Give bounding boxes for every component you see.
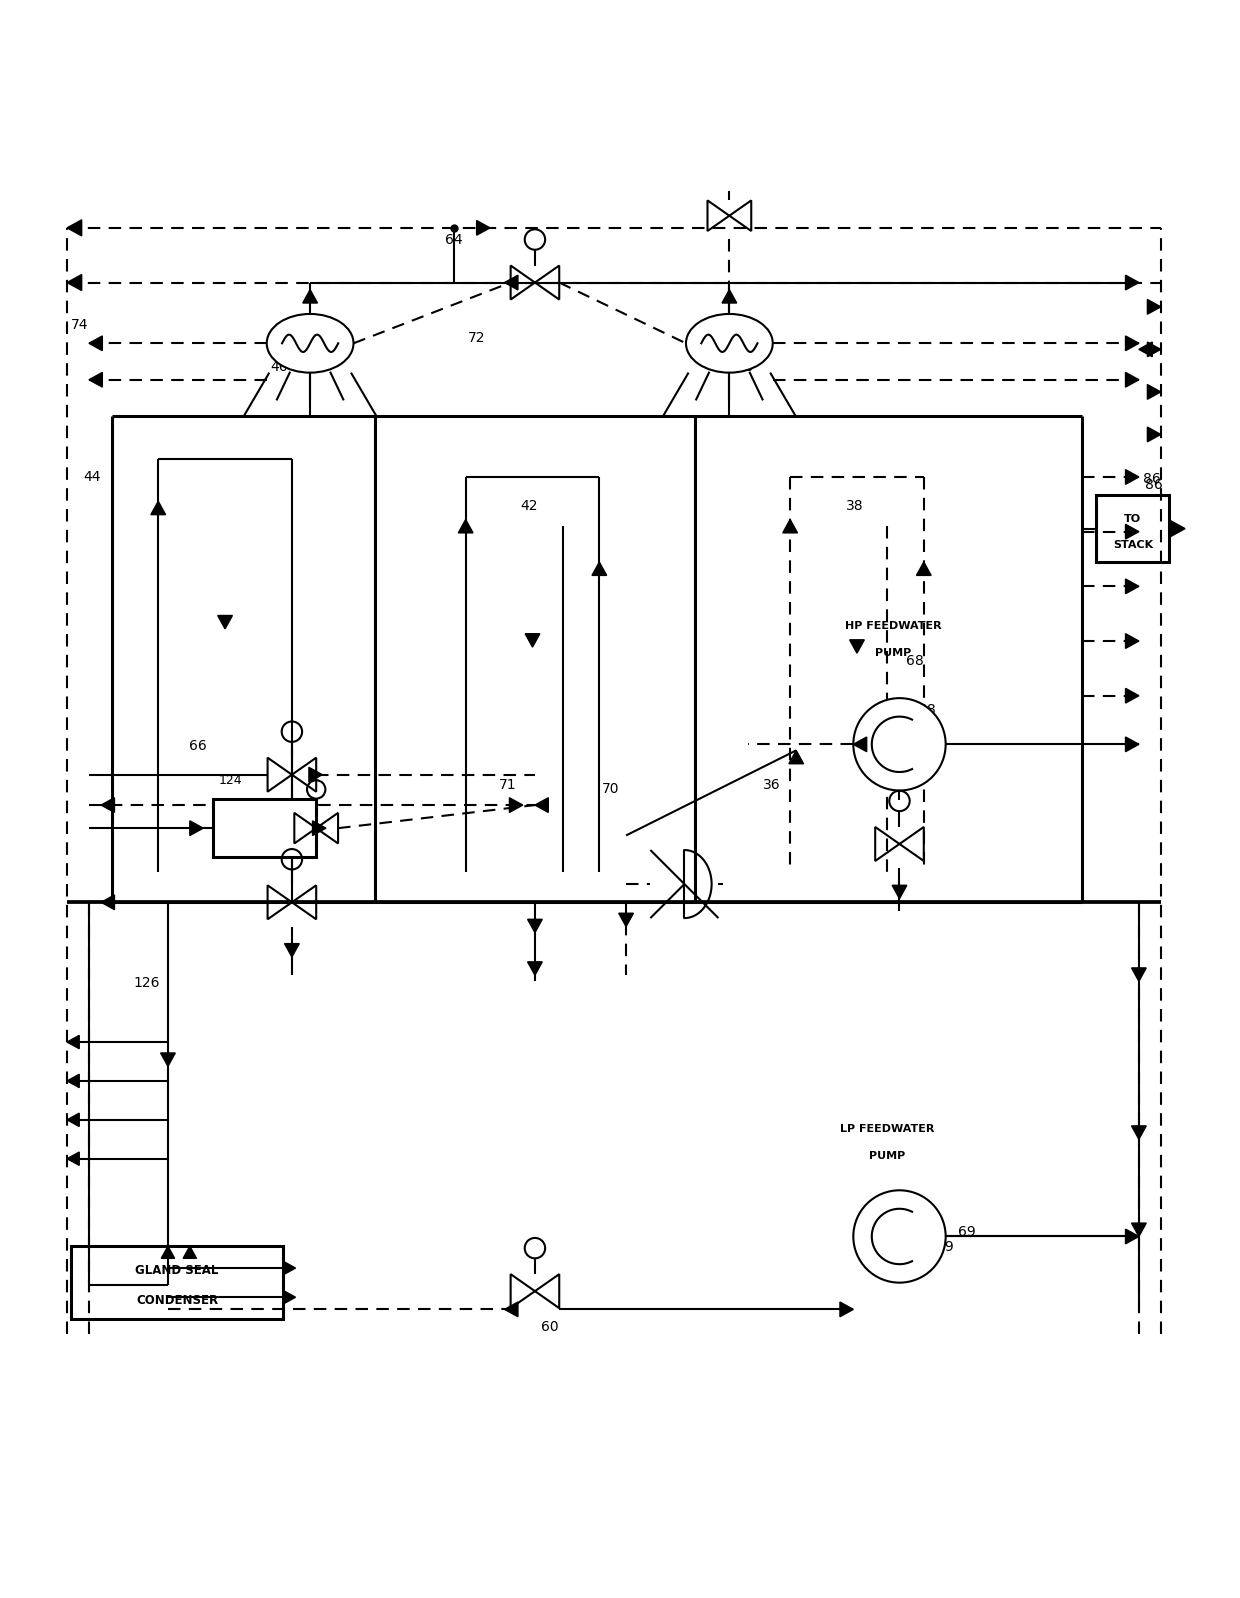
Polygon shape xyxy=(1171,521,1185,537)
Polygon shape xyxy=(839,1302,853,1317)
Polygon shape xyxy=(1126,173,1138,187)
Text: 86: 86 xyxy=(1142,471,1161,486)
Polygon shape xyxy=(218,615,232,630)
Polygon shape xyxy=(67,1036,79,1048)
Text: 86: 86 xyxy=(1145,478,1163,492)
Polygon shape xyxy=(67,1152,79,1165)
Circle shape xyxy=(853,698,946,791)
Text: 60: 60 xyxy=(541,1320,558,1334)
Polygon shape xyxy=(892,885,906,898)
Text: 72: 72 xyxy=(467,331,486,345)
Polygon shape xyxy=(67,221,82,237)
Bar xyxy=(213,799,316,858)
Circle shape xyxy=(853,1191,946,1283)
Polygon shape xyxy=(789,751,804,764)
Polygon shape xyxy=(853,737,867,751)
Polygon shape xyxy=(1138,342,1152,356)
Polygon shape xyxy=(505,1302,518,1317)
Text: 68: 68 xyxy=(905,654,924,668)
Text: 42: 42 xyxy=(521,499,538,513)
Polygon shape xyxy=(151,502,166,515)
Polygon shape xyxy=(1126,1229,1138,1243)
Polygon shape xyxy=(1132,1222,1146,1237)
Text: TO: TO xyxy=(1125,513,1141,524)
Polygon shape xyxy=(284,1291,295,1304)
Polygon shape xyxy=(722,289,737,304)
Polygon shape xyxy=(1126,634,1138,649)
Text: 46: 46 xyxy=(270,360,288,374)
Polygon shape xyxy=(89,336,103,350)
Polygon shape xyxy=(1126,372,1138,387)
Bar xyxy=(1096,495,1169,562)
Polygon shape xyxy=(1126,737,1138,751)
Polygon shape xyxy=(161,1053,175,1066)
Text: 64: 64 xyxy=(445,233,463,246)
Polygon shape xyxy=(510,797,523,812)
Text: 126: 126 xyxy=(134,976,160,991)
Polygon shape xyxy=(1126,689,1138,703)
Text: 74: 74 xyxy=(71,318,88,332)
Polygon shape xyxy=(849,639,864,654)
Polygon shape xyxy=(1147,427,1161,441)
Polygon shape xyxy=(619,912,634,927)
Polygon shape xyxy=(527,919,542,933)
Polygon shape xyxy=(782,519,797,532)
Polygon shape xyxy=(591,562,606,575)
Polygon shape xyxy=(459,519,472,532)
Polygon shape xyxy=(1147,385,1161,400)
Text: 36: 36 xyxy=(764,778,781,793)
Bar xyxy=(71,1246,284,1318)
Text: PUMP: PUMP xyxy=(875,647,911,658)
Polygon shape xyxy=(67,275,82,291)
Polygon shape xyxy=(102,895,114,909)
Polygon shape xyxy=(526,634,539,647)
Polygon shape xyxy=(102,797,114,812)
Text: 38: 38 xyxy=(846,499,863,513)
Text: 124: 124 xyxy=(228,826,255,841)
Polygon shape xyxy=(1132,968,1146,981)
Polygon shape xyxy=(89,372,103,387)
Polygon shape xyxy=(190,821,203,836)
Polygon shape xyxy=(184,1246,196,1258)
Text: 69: 69 xyxy=(936,1240,954,1254)
Text: 40: 40 xyxy=(737,360,754,374)
Polygon shape xyxy=(1132,1127,1146,1139)
Polygon shape xyxy=(67,1114,79,1127)
Text: 66: 66 xyxy=(188,740,206,753)
Polygon shape xyxy=(161,1246,175,1258)
Text: 70: 70 xyxy=(601,781,619,796)
Polygon shape xyxy=(309,767,322,781)
Polygon shape xyxy=(916,562,931,575)
Polygon shape xyxy=(1126,275,1138,289)
Text: 69: 69 xyxy=(957,1226,976,1240)
Polygon shape xyxy=(476,221,490,235)
Text: 68: 68 xyxy=(918,703,935,718)
Text: CONDENSER: CONDENSER xyxy=(136,1294,218,1307)
Ellipse shape xyxy=(267,313,353,372)
Ellipse shape xyxy=(686,313,773,372)
Polygon shape xyxy=(1126,524,1138,539)
Text: 71: 71 xyxy=(498,778,516,793)
Polygon shape xyxy=(284,1261,295,1275)
Polygon shape xyxy=(534,797,548,812)
Polygon shape xyxy=(67,1074,79,1088)
Polygon shape xyxy=(1126,336,1138,350)
Text: LP FEEDWATER: LP FEEDWATER xyxy=(841,1123,935,1135)
Polygon shape xyxy=(1126,578,1138,594)
Text: PUMP: PUMP xyxy=(869,1151,905,1160)
Polygon shape xyxy=(527,962,542,975)
Polygon shape xyxy=(1126,470,1138,484)
Text: GLAND SEAL: GLAND SEAL xyxy=(135,1264,218,1277)
Text: 124: 124 xyxy=(219,775,243,788)
Polygon shape xyxy=(1147,299,1161,315)
Polygon shape xyxy=(505,275,518,289)
Text: HP FEEDWATER: HP FEEDWATER xyxy=(846,622,941,631)
Polygon shape xyxy=(1147,342,1161,356)
Text: 44: 44 xyxy=(83,470,100,484)
Polygon shape xyxy=(312,821,326,836)
Polygon shape xyxy=(284,943,299,957)
Polygon shape xyxy=(303,289,317,304)
Text: STACK: STACK xyxy=(1112,540,1153,550)
